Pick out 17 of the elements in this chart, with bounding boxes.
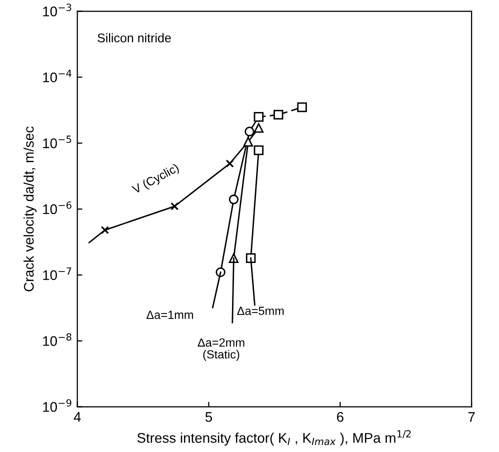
x-tick-label: 4 [74, 412, 81, 422]
y-tick-label: 10$^{−9}$ [43, 399, 72, 412]
y-tick-label: 10$^{−7}$ [43, 268, 72, 280]
x-tick-label: 6 [336, 412, 344, 422]
y-axis-title: Crack velocity da/dt, m/sec [24, 126, 37, 292]
y-tick-label: 10$^{−8}$ [43, 333, 72, 346]
y-tick-label: 10$^{−5}$ [43, 136, 72, 148]
x-tick-label: 7 [468, 412, 475, 422]
y-tick-label: 10$^{−6}$ [43, 201, 72, 214]
annotation: Silicon nitride [98, 33, 171, 42]
annotation: Δa=2mm (Static) [198, 338, 244, 361]
annotation: Δa=1mm [146, 310, 193, 320]
annotation: Δa=5mm [237, 306, 284, 316]
x-tick-label: 5 [205, 412, 212, 422]
y-tick-label: 10$^{−4}$ [43, 70, 72, 82]
x-axis-title: Stress intensity factor( K$_{I}$ , K$_{Imax}$ ), MPa m$^{1/2}$ [137, 430, 411, 446]
y-tick-label: 10$^{−3}$ [43, 4, 72, 16]
